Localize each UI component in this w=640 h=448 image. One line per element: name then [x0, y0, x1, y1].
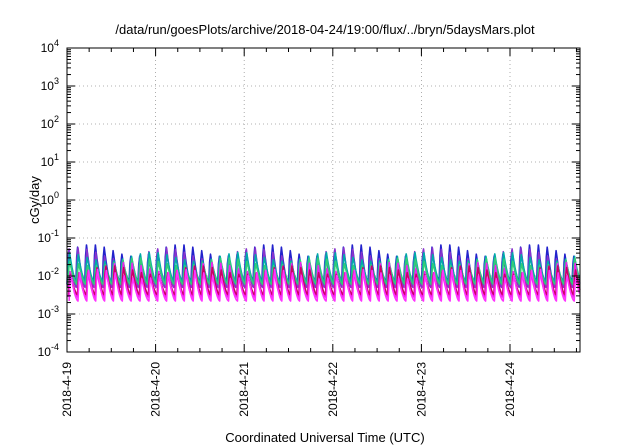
x-axis-label: Coordinated Universal Time (UTC) — [225, 430, 424, 445]
x-tick-label: 2018-4-23 — [414, 362, 428, 417]
chart-title: /data/run/goesPlots/archive/2018-04-24/1… — [115, 22, 535, 37]
y-tick-label: 101 — [41, 152, 59, 169]
x-tick-label: 2018-4-19 — [60, 362, 74, 417]
series-line — [67, 257, 581, 286]
y-tick-label: 10-2 — [38, 266, 59, 283]
y-axis: 10-4 10-3 10-2 10-1 100 101 102 103 104 — [38, 38, 580, 359]
x-tick-label: 2018-4-20 — [149, 362, 163, 417]
y-tick-label: 10-1 — [38, 228, 59, 245]
series-line — [68, 268, 581, 302]
y-tick-label: 10-3 — [38, 304, 59, 321]
y-tick-label: 103 — [41, 76, 59, 93]
y-tick-label: 102 — [41, 114, 59, 131]
x-tick-label: 2018-4-21 — [237, 362, 251, 417]
grid-lines — [67, 48, 580, 352]
x-tick-label: 2018-4-22 — [326, 362, 340, 417]
y-axis-label: cGy/day — [27, 176, 42, 224]
y-tick-label: 10-4 — [38, 342, 59, 359]
x-axis: 2018-4-19 2018-4-20 2018-4-21 2018-4-22 2018… — [60, 48, 577, 417]
y-tick-label: 104 — [41, 38, 59, 55]
x-tick-label: 2018-4-24 — [503, 362, 517, 417]
y-tick-label: 100 — [41, 190, 59, 207]
series-group — [66, 244, 581, 302]
series-line — [68, 265, 581, 296]
